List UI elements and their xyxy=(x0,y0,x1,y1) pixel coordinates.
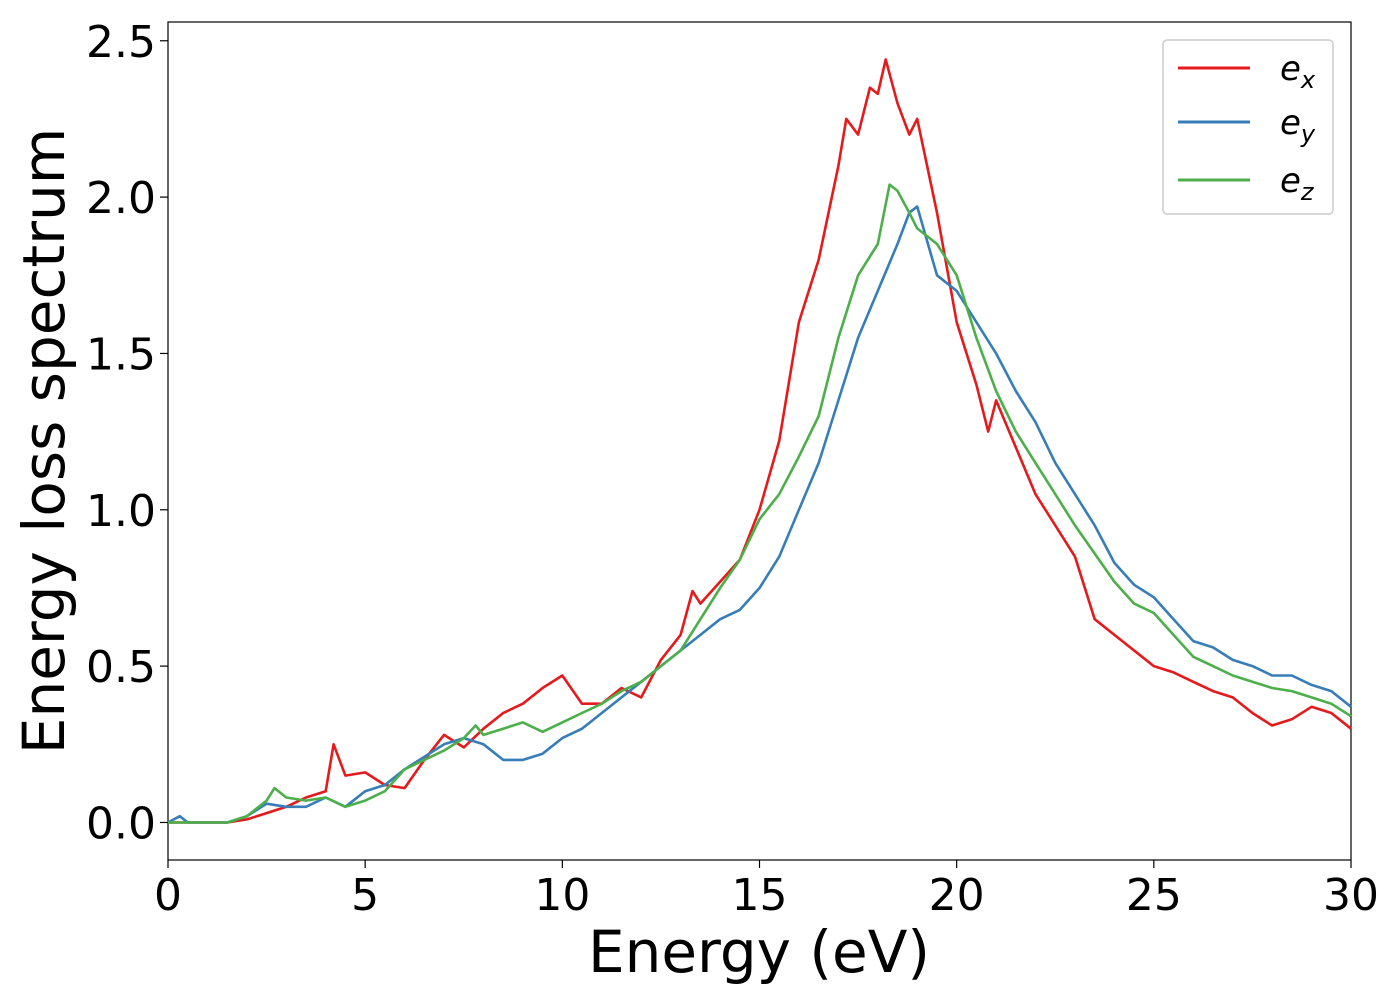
legend: ex ey ez xyxy=(1162,39,1334,215)
x-tick-label: 30 xyxy=(1323,870,1379,921)
series-line-ey xyxy=(167,205,1352,824)
series-line-ez xyxy=(168,183,1352,824)
plot-area xyxy=(167,21,1352,861)
x-tick-label: 15 xyxy=(732,870,788,921)
y-axis-label: Energy loss spectrum xyxy=(10,128,78,754)
legend-box xyxy=(1162,39,1334,215)
y-tick-label: 2.0 xyxy=(86,173,156,224)
x-tick-label: 5 xyxy=(351,870,379,921)
x-axis-label: Energy (eV) xyxy=(588,918,930,986)
legend-label-ey: ey xyxy=(1280,103,1316,148)
legend-label-ex: ex xyxy=(1280,49,1316,94)
x-tick-label: 20 xyxy=(929,870,985,921)
y-axis: 0.0 0.5 1.0 1.5 2.0 2.5 xyxy=(86,17,168,849)
legend-label-ez: ez xyxy=(1280,161,1315,206)
series-line-ex xyxy=(168,58,1352,824)
y-tick-label: 0.5 xyxy=(86,642,156,693)
y-tick-label: 2.5 xyxy=(86,17,156,68)
x-tick-label: 25 xyxy=(1126,870,1182,921)
x-tick-label: 0 xyxy=(154,870,182,921)
y-tick-label: 1.5 xyxy=(86,329,156,380)
y-tick-label: 0.0 xyxy=(86,798,156,849)
x-axis: 0 5 10 15 20 25 30 xyxy=(154,860,1379,921)
series-lines xyxy=(167,58,1352,824)
y-tick-label: 1.0 xyxy=(86,486,156,537)
x-tick-label: 10 xyxy=(534,870,590,921)
